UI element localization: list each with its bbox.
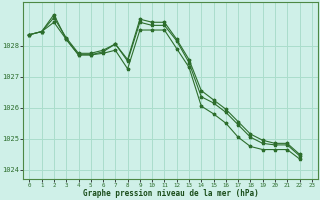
X-axis label: Graphe pression niveau de la mer (hPa): Graphe pression niveau de la mer (hPa) (83, 189, 259, 198)
